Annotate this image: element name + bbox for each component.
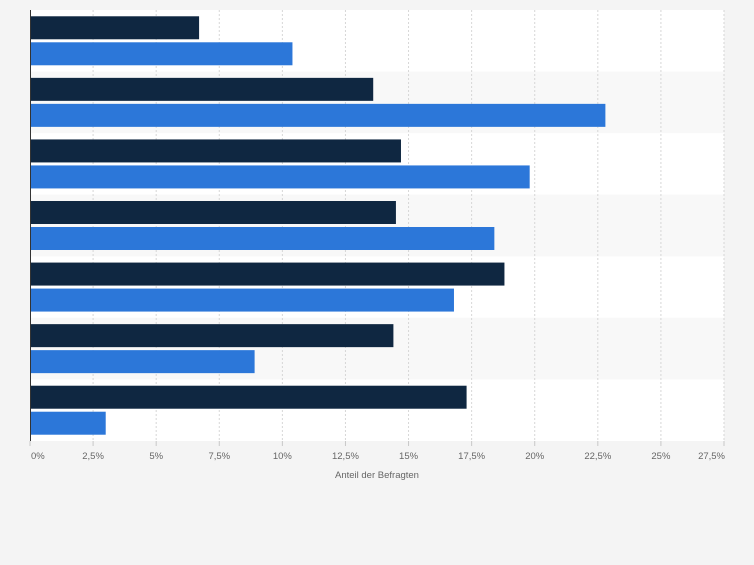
bar xyxy=(30,227,495,250)
x-tick-label: 7,5% xyxy=(208,451,230,462)
bar xyxy=(30,77,374,101)
x-tick-label: 0% xyxy=(31,451,45,462)
x-axis-label: Anteil der Befragten xyxy=(335,470,419,481)
x-tick-labels: 0% 2,5% 5% 7,5% 10% 12,5% 15% 17,5% 20% 22,5% 25% 2… xyxy=(31,451,726,462)
bars xyxy=(30,16,606,435)
x-tick-label: 5% xyxy=(149,451,163,462)
x-tick-label: 17,5% xyxy=(458,451,485,462)
x-tick-label: 12,5% xyxy=(332,451,359,462)
bar xyxy=(30,324,394,348)
bar xyxy=(30,385,467,409)
bar xyxy=(30,350,255,374)
bar xyxy=(30,288,454,312)
bar xyxy=(30,103,606,127)
bar xyxy=(30,201,396,224)
x-tick-label: 15% xyxy=(399,451,419,462)
bar xyxy=(30,165,530,189)
category-bands xyxy=(30,10,724,441)
grid-lines xyxy=(29,10,725,446)
x-tick-label: 25% xyxy=(651,451,671,462)
x-tick-label: 22,5% xyxy=(584,451,611,462)
x-tick-label: 10% xyxy=(273,451,293,462)
bar xyxy=(30,16,200,40)
x-tick-label: 27,5% xyxy=(698,451,725,462)
x-tick-label: 2,5% xyxy=(82,451,104,462)
bar xyxy=(30,411,106,435)
bar xyxy=(30,139,401,163)
bar xyxy=(30,42,293,66)
bar xyxy=(30,262,505,286)
x-tick-label: 20% xyxy=(525,451,545,462)
